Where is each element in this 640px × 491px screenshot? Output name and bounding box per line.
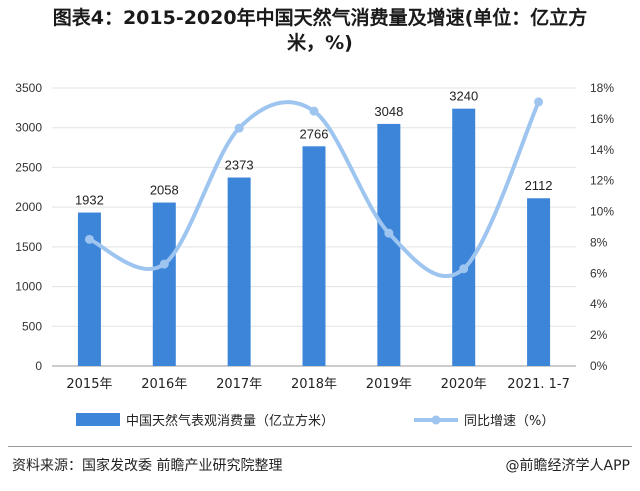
- legend-line-marker: [431, 415, 441, 425]
- bar: [77, 212, 101, 366]
- growth-point: [234, 123, 244, 133]
- growth-line: [87, 99, 541, 278]
- title-line-1: 图表4：2015-2020年中国天然气消费量及增速(单位：亿立方: [52, 7, 588, 29]
- x-tick-label: 2018年: [291, 377, 337, 392]
- growth-point: [159, 259, 169, 269]
- x-tick-label: 2021. 1-7: [507, 377, 570, 392]
- bar: [452, 108, 476, 366]
- bar: [377, 123, 401, 367]
- source-text: 资料来源：国家发改委 前瞻产业研究院整理: [12, 458, 283, 474]
- y-left-tick-label: 0: [35, 359, 42, 373]
- chart-title: 图表4：2015-2020年中国天然气消费量及增速(单位：亿立方 米，%): [0, 6, 640, 56]
- y-right-tick-label: 0%: [590, 359, 608, 373]
- bar-data-label: 3048: [374, 104, 403, 119]
- bar: [227, 177, 251, 366]
- y-right-tick-label: 14%: [590, 143, 614, 157]
- brand-text: @前瞻经济学人APP: [505, 458, 630, 474]
- growth-point: [384, 228, 394, 238]
- y-left-tick-label: 2500: [15, 160, 42, 174]
- y-right-tick-label: 18%: [590, 81, 614, 95]
- y-right-tick-label: 10%: [590, 205, 614, 219]
- bar-data-label: 2112: [525, 178, 553, 193]
- y-left-tick-label: 1000: [15, 280, 42, 294]
- title-line-2: 米，%): [287, 32, 353, 54]
- x-tick-label: 2020年: [441, 377, 487, 392]
- chart: 0 500 1000 1500 2000 2500 3000 3500 0% 2% 4% 6% 8% 10…: [15, 81, 614, 429]
- y-right-tick-label: 12%: [590, 174, 614, 188]
- bar-data-label: 1932: [75, 193, 104, 208]
- legend-bar-swatch: [76, 413, 120, 426]
- bar: [302, 146, 326, 366]
- growth-point: [84, 234, 94, 244]
- y-right-tick-label: 8%: [590, 235, 608, 249]
- growth-point: [309, 106, 319, 116]
- y-left-tick-label: 3000: [15, 121, 42, 135]
- y-left-tick-label: 3500: [15, 81, 42, 95]
- x-tick-label: 2016年: [141, 377, 187, 392]
- bar-data-label: 2766: [300, 126, 329, 141]
- bar-data-label: 3240: [449, 89, 478, 104]
- bar-data-label: 2058: [150, 183, 179, 198]
- y-right-tick-label: 2%: [590, 328, 608, 342]
- y-left-tick-label: 500: [22, 319, 42, 333]
- growth-point: [459, 264, 469, 274]
- legend-line-label: 同比增速（%）: [464, 414, 554, 429]
- y-right-tick-label: 4%: [590, 297, 608, 311]
- bar-data-label: 2373: [225, 158, 254, 173]
- legend-bar-label: 中国天然气表观消费量（亿立方米）: [126, 413, 334, 429]
- y-left-tick-label: 1500: [15, 240, 42, 254]
- bar: [527, 198, 551, 366]
- growth-point: [534, 97, 544, 107]
- x-tick-label: 2019年: [366, 377, 412, 392]
- footer-divider: [8, 446, 632, 447]
- y-right-tick-label: 16%: [590, 112, 614, 126]
- y-left-tick-label: 2000: [15, 200, 42, 214]
- x-tick-label: 2017年: [216, 377, 262, 392]
- y-right-tick-label: 6%: [590, 266, 608, 280]
- bar: [152, 202, 176, 366]
- x-tick-label: 2015年: [66, 377, 112, 392]
